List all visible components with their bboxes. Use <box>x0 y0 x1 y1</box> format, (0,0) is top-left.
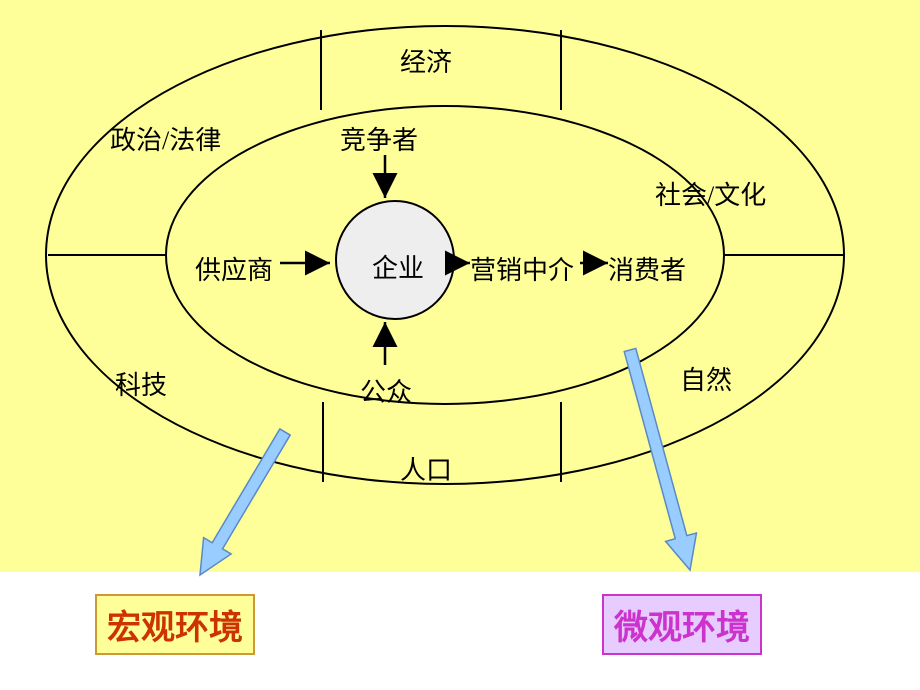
legend-micro-text: 微观环境 <box>614 610 750 647</box>
legend-macro: 宏观环境 <box>95 594 255 655</box>
big-arrows-layer <box>0 0 920 690</box>
legend-macro-text: 宏观环境 <box>107 610 243 647</box>
macro-pointer <box>186 424 299 583</box>
legend-micro: 微观环境 <box>602 594 762 655</box>
micro-pointer <box>615 346 706 574</box>
diagram-stage: 经济 政治/法律 社会/文化 科技 自然 人口 竞争者 供应商 企业 营销中介 … <box>0 0 920 690</box>
